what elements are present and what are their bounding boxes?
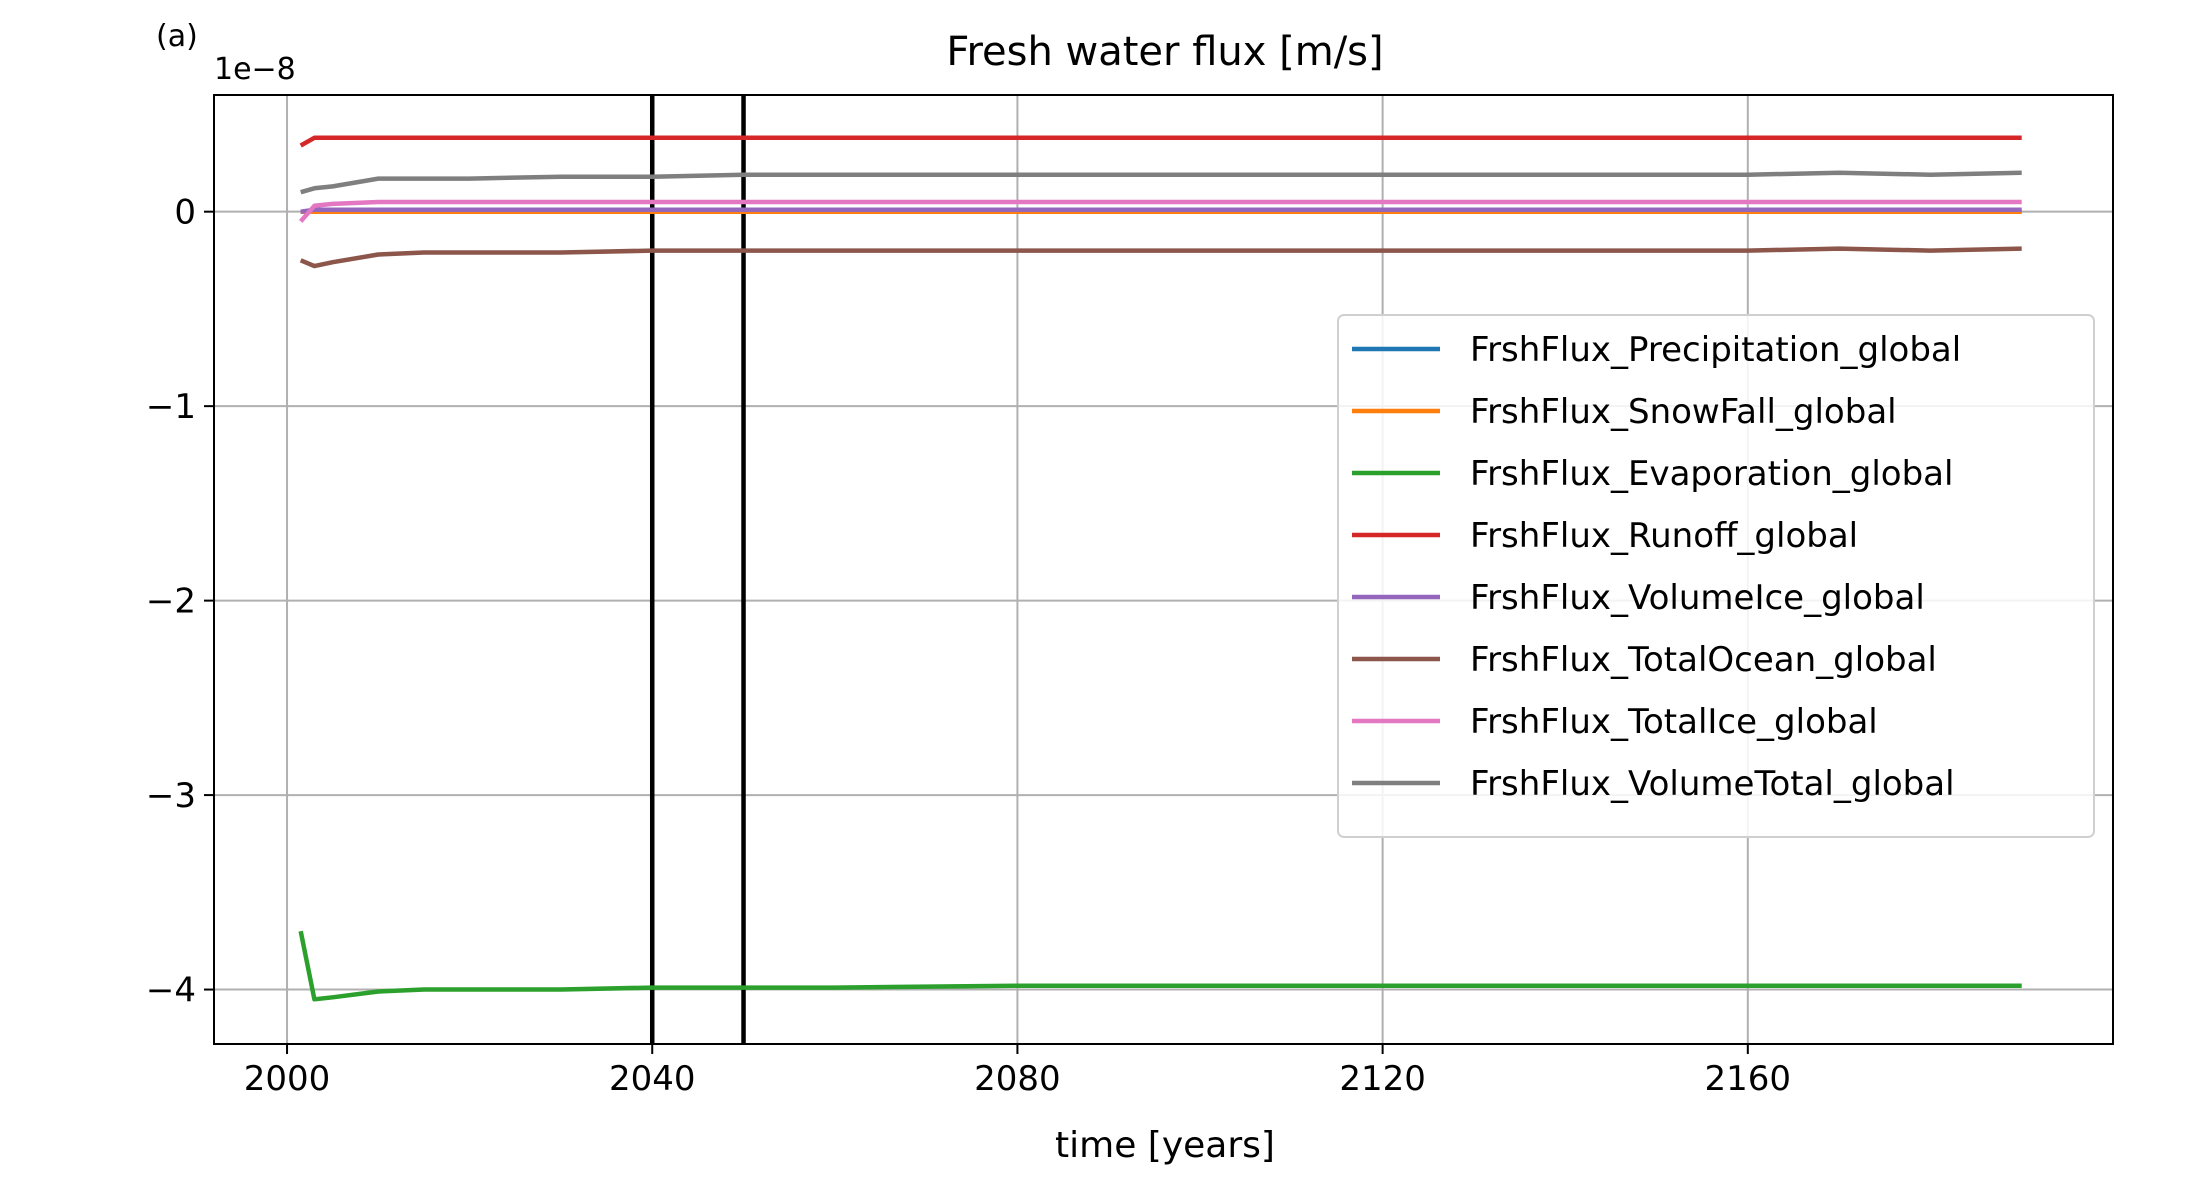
plot-frame xyxy=(213,94,2114,1045)
chart-title: Fresh water flux [m/s] xyxy=(946,29,1383,75)
series-line xyxy=(299,135,2022,148)
vertical-markers xyxy=(649,95,746,1044)
panel-label: (a) xyxy=(156,19,198,54)
series-line xyxy=(298,930,2022,1002)
series-line xyxy=(300,170,2022,195)
legend-label: FrshFlux_SnowFall_global xyxy=(1470,392,1897,432)
series-line xyxy=(300,207,2022,214)
y-tick-label: 0 xyxy=(174,193,196,233)
x-axis: 2000 2040 2080 2120 2160 xyxy=(244,1044,1791,1099)
y-tick-label: −3 xyxy=(146,776,196,816)
legend-label: FrshFlux_VolumeTotal_global xyxy=(1470,764,1955,804)
y-tick-label: −4 xyxy=(146,971,196,1011)
x-tick-label: 2120 xyxy=(1339,1059,1426,1099)
legend-label: FrshFlux_Precipitation_global xyxy=(1470,330,1961,370)
legend-box xyxy=(1337,314,2095,838)
x-tick-label: 2040 xyxy=(609,1059,696,1099)
x-tick-label: 2000 xyxy=(244,1059,331,1099)
y-tick-label: −2 xyxy=(146,582,196,622)
y-axis: 0 −1 −2 −3 −4 xyxy=(146,193,214,1011)
legend-label: FrshFlux_VolumeIce_global xyxy=(1470,578,1925,618)
legend-label: FrshFlux_TotalOcean_global xyxy=(1470,640,1937,680)
series-line xyxy=(299,199,2022,223)
x-tick-label: 2160 xyxy=(1705,1059,1792,1099)
series-lines xyxy=(298,135,2022,1002)
y-tick-label: −1 xyxy=(146,387,196,427)
series-line xyxy=(299,246,2022,269)
legend-label: FrshFlux_TotalIce_global xyxy=(1470,702,1878,742)
y-offset-label: 1e−8 xyxy=(214,52,296,87)
legend-label: FrshFlux_Evaporation_global xyxy=(1470,454,1953,494)
x-axis-label: time [years] xyxy=(1055,1125,1275,1166)
legend: FrshFlux_Precipitation_global FrshFlux_Sn… xyxy=(1337,314,2095,838)
x-tick-label: 2080 xyxy=(974,1059,1061,1099)
legend-label: FrshFlux_Runoff_global xyxy=(1470,516,1858,556)
